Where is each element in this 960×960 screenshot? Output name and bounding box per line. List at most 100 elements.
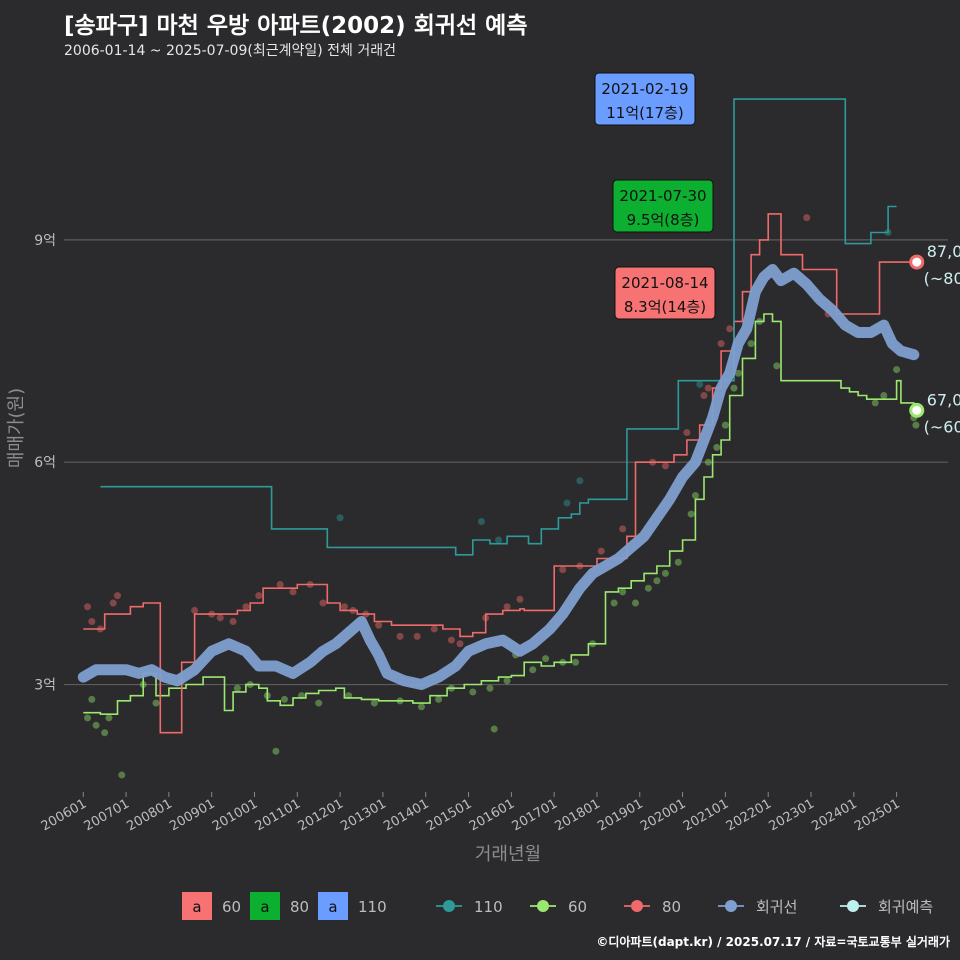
y-tick-label: 9억 [34, 233, 56, 249]
x-tick-label: 202001 [638, 796, 688, 834]
legend-line-label: 60 [568, 898, 587, 916]
scatter-point [713, 443, 721, 451]
scatter-point [486, 684, 494, 692]
scatter-point [456, 640, 464, 648]
annotation-box: 2021-02-19 11억(17층) [594, 72, 696, 126]
scatter-point [319, 599, 327, 607]
x-tick-label: 202201 [724, 796, 774, 834]
scatter-point [730, 384, 738, 392]
end-value: 67,000 [927, 390, 960, 409]
chart-subtitle: 2006-01-14 ~ 2025-07-09(최근계약일) 전체 거래건 [64, 43, 396, 59]
scatter-point [696, 380, 704, 388]
x-tick-label: 201101 [253, 796, 303, 834]
scatter-point [340, 603, 348, 611]
grid-lines [64, 239, 948, 686]
x-tick-label: 201501 [424, 796, 474, 834]
footer-credit: ©디아파트(dapt.kr) / 2025.07.17 / 자료=국토교통부 실… [596, 935, 950, 949]
x-tick-label: 202301 [767, 796, 817, 834]
scatter-point [413, 632, 421, 640]
scatter-point [661, 569, 669, 577]
scatter-point [469, 688, 477, 696]
trend-line [77, 264, 920, 690]
scatter-point [417, 703, 425, 711]
annotation-bg [594, 72, 696, 126]
x-tick-label: 201801 [552, 796, 602, 834]
scatter-point [495, 536, 503, 544]
scatter-point [88, 618, 96, 626]
scatter-point [84, 714, 92, 722]
scatter-point [229, 618, 237, 626]
x-tick-label: 201601 [467, 796, 517, 834]
scatter-point [516, 595, 524, 603]
scatter-point [563, 499, 571, 507]
x-tick-label: 200701 [82, 796, 132, 834]
legend-line-label: 80 [662, 898, 681, 916]
annotation-bg [612, 179, 714, 233]
annotation-value: 11억(17층) [606, 104, 683, 122]
scatter-point [276, 580, 284, 588]
x-tick-label: 202401 [809, 796, 859, 834]
scatter-point [216, 614, 224, 622]
series-lines [77, 98, 920, 734]
x-tick-label: 200901 [167, 796, 217, 834]
scatter-point [871, 399, 879, 407]
scatter-points [84, 214, 920, 779]
scatter-point [114, 592, 122, 600]
legend-box-label: 60 [222, 898, 241, 916]
y-axis-title: 매매가(원) [6, 388, 27, 468]
legend-line-label: 110 [474, 898, 503, 916]
scatter-point [242, 603, 250, 611]
legend-box-label: 110 [358, 898, 387, 916]
scatter-point [435, 695, 443, 703]
chart-title: [송파구] 마천 우방 아파트(2002) 회귀선 예측 [64, 13, 528, 39]
legend-line-label: 회귀선 [756, 898, 797, 916]
scatter-point [375, 621, 383, 629]
x-tick-label: 201201 [296, 796, 346, 834]
scatter-point [653, 577, 661, 585]
scatter-point [447, 636, 455, 644]
scatter-point [721, 421, 729, 429]
scatter-point [717, 340, 725, 348]
legend-line-label: 회귀예측 [878, 898, 933, 916]
scatter-point [610, 599, 618, 607]
scatter-point [631, 599, 639, 607]
end-dot [909, 402, 925, 418]
legend-dot [847, 900, 859, 912]
legend-dot [443, 900, 455, 912]
x-tick-label: 202501 [852, 796, 902, 834]
annotation-date: 2021-07-30 [619, 187, 706, 205]
x-tick-label: 200801 [124, 796, 174, 834]
scatter-point [315, 699, 323, 707]
scatter-point [191, 606, 199, 614]
x-tick-label: 202101 [681, 796, 731, 834]
scatter-point [734, 369, 742, 377]
scatter-point [490, 725, 498, 733]
legend-key-letter: a [260, 898, 269, 916]
x-tick-label: 201401 [381, 796, 431, 834]
scatter-point [704, 458, 712, 466]
scatter-point [289, 588, 297, 596]
scatter-point [396, 632, 404, 640]
scatter-point [477, 517, 485, 525]
scatter-point [542, 655, 550, 663]
series-line-80 [83, 213, 914, 734]
scatter-point [101, 729, 109, 737]
legend-key-letter: a [192, 898, 201, 916]
scatter-point [559, 566, 567, 574]
scatter-point [105, 714, 113, 722]
annotation-box: 2021-07-30 9.5억(8층) [612, 179, 714, 233]
x-axis-ticks: 2006012007012008012009012010012011012012… [39, 792, 903, 834]
scatter-point [704, 384, 712, 392]
scatter-point [92, 721, 100, 729]
x-tick-label: 201301 [338, 796, 388, 834]
scatter-point [880, 392, 888, 400]
end-value: 87,000 [927, 242, 960, 261]
legend-dot [725, 900, 737, 912]
scatter-point [572, 658, 580, 666]
scatter-point [597, 547, 605, 555]
scatter-point [503, 603, 511, 611]
scatter-point [272, 747, 280, 755]
x-tick-label: 201001 [210, 796, 260, 834]
scatter-point [803, 214, 811, 222]
scatter-point [152, 699, 160, 707]
